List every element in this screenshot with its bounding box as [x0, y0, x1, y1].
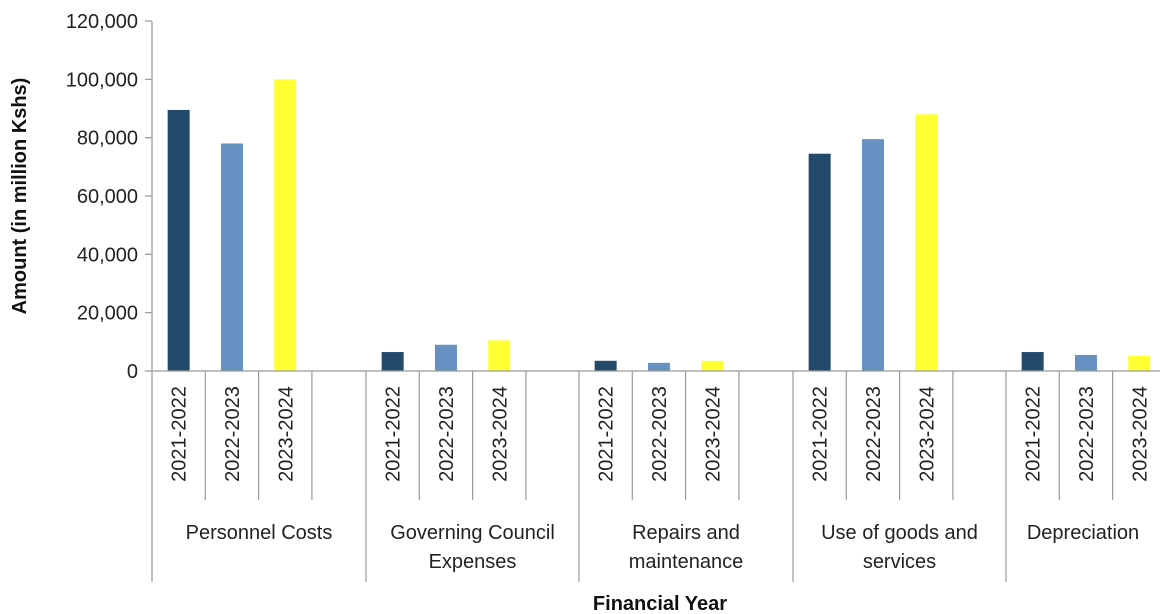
x-tick-label: 2023-2024	[275, 386, 297, 482]
x-tick-label: 2021-2022	[383, 386, 405, 482]
y-tick-label: 120,000	[66, 11, 138, 33]
y-tick-label: 100,000	[66, 69, 138, 91]
bar-2022-2023	[861, 139, 884, 371]
y-tick-label: 40,000	[77, 244, 138, 266]
bar-2021-2022	[1021, 352, 1044, 371]
bar-2021-2022	[167, 109, 190, 371]
y-tick-label: 80,000	[77, 128, 138, 150]
y-axis-title: Amount (in million Kshs)	[9, 78, 31, 315]
bar-2022-2023	[1074, 354, 1097, 371]
group-label: Repairs and	[632, 522, 740, 544]
x-tick-label: 2021-2022	[810, 386, 832, 482]
group-label: services	[863, 551, 936, 573]
bar-2022-2023	[434, 344, 457, 371]
bar-2021-2022	[808, 153, 831, 371]
x-tick-label: 2022-2023	[863, 386, 885, 482]
x-tick-label: 2022-2023	[436, 386, 458, 482]
group-label: Personnel Costs	[186, 522, 333, 544]
bar-2022-2023	[647, 362, 670, 371]
x-tick-label: 2021-2022	[596, 386, 618, 482]
bar-2022-2023	[220, 143, 243, 371]
x-axis: 2021-2022 2022-2023 2023-2024 Personnel Cos…	[151, 370, 1160, 582]
x-axis-title: Financial Year	[593, 593, 727, 614]
x-tick-label: 2021-2022	[169, 386, 191, 482]
y-tick-label: 0	[127, 361, 138, 383]
x-tick-label: 2022-2023	[649, 386, 671, 482]
x-tick-label: 2023-2024	[916, 386, 938, 482]
group-label: Use of goods and	[821, 522, 978, 544]
x-tick-label: 2022-2023	[1076, 386, 1098, 482]
bar-2023-2024	[701, 360, 724, 371]
bars	[167, 79, 1151, 371]
y-tick-label: 20,000	[77, 303, 138, 325]
bar-2023-2024	[1128, 355, 1151, 371]
bar-2021-2022	[594, 360, 617, 371]
group-label: Expenses	[429, 551, 517, 573]
group-label: Depreciation	[1027, 522, 1139, 544]
bar-2021-2022	[381, 352, 404, 371]
group-label: maintenance	[629, 551, 744, 573]
group-label: Governing Council	[390, 522, 555, 544]
x-tick-label: 2023-2024	[1129, 386, 1151, 482]
y-axis: 0 20,000 40,000 60,000 80,000 100,000 120,000	[66, 11, 153, 383]
bar-2023-2024	[488, 340, 511, 371]
bar-2023-2024	[274, 79, 297, 371]
x-tick-label: 2021-2022	[1023, 386, 1045, 482]
y-tick-label: 60,000	[77, 186, 138, 208]
x-tick-label: 2022-2023	[222, 386, 244, 482]
x-tick-label: 2023-2024	[702, 386, 724, 482]
x-tick-label: 2023-2024	[489, 386, 511, 482]
bar-2023-2024	[915, 114, 938, 371]
